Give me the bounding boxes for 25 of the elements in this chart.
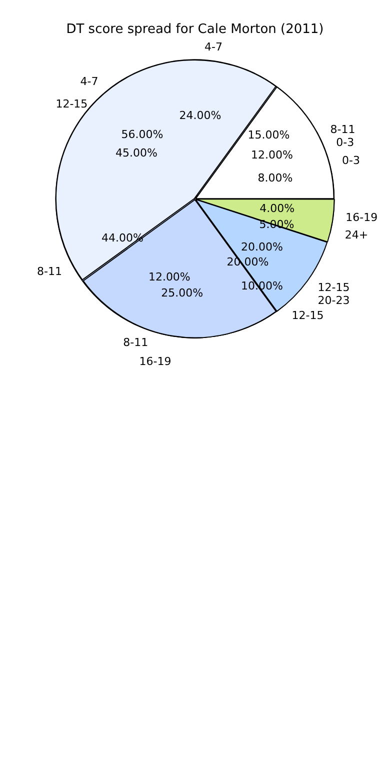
- category-label: 8-11: [123, 336, 148, 350]
- text: 4.00%: [260, 202, 295, 216]
- text: 56.00%: [121, 128, 164, 142]
- category-label: 12-15: [318, 281, 350, 294]
- category-label: 8-11: [37, 264, 62, 278]
- data-label: 25.00%: [161, 286, 204, 300]
- slice-label: 8-11: [330, 122, 356, 136]
- text: 12.00%: [148, 270, 190, 284]
- text: 20.00%: [241, 240, 283, 254]
- category-label: 12-15: [292, 308, 324, 322]
- slice-label: 24+: [344, 228, 368, 242]
- category-label: 0-3: [342, 154, 360, 168]
- category-label: 4-7: [204, 40, 222, 54]
- slice-label: 16-19: [139, 354, 172, 368]
- text: 8.00%: [258, 171, 293, 184]
- category-label: 4-7: [80, 74, 98, 88]
- text: 12.00%: [251, 148, 293, 162]
- chart-title: DT score spread for Cale Morton (2011): [65, 22, 325, 37]
- slice-label: 12-15: [56, 98, 88, 111]
- data-label: 45.00%: [115, 146, 158, 160]
- slice-label: 20-23: [318, 294, 350, 308]
- category-label: 16-19: [346, 210, 378, 224]
- category-label: 0-3: [336, 136, 354, 149]
- text: 24.00%: [179, 109, 222, 122]
- data-label: 15.00%: [248, 128, 290, 142]
